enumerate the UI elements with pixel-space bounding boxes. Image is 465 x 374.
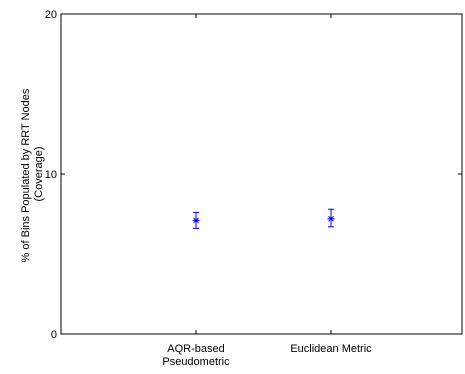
y-axis-ticks bbox=[61, 13, 462, 335]
data-markers bbox=[192, 215, 335, 224]
y-axis-title-line-1: % of Bins Populated by RRT Nodes bbox=[20, 88, 32, 262]
y-axis-tick-labels: 0 10 20 bbox=[45, 9, 57, 341]
data-point bbox=[192, 216, 200, 224]
x-tick-label: Euclidean Metric bbox=[290, 343, 372, 355]
plot-area bbox=[60, 13, 463, 335]
y-tick-label: 20 bbox=[45, 9, 57, 21]
y-tick-label: 0 bbox=[51, 329, 57, 341]
data-point bbox=[327, 215, 335, 223]
x-axis-tick-labels: AQR-based Pseudometric Euclidean Metric bbox=[162, 343, 372, 368]
y-axis-title-line-2: (Coverage) bbox=[33, 146, 45, 201]
x-axis-ticks bbox=[195, 14, 332, 334]
y-axis-title: % of Bins Populated by RRT Nodes (Covera… bbox=[20, 86, 45, 263]
y-tick-label: 10 bbox=[45, 169, 57, 181]
x-tick-label: AQR-based Pseudometric bbox=[162, 343, 230, 368]
